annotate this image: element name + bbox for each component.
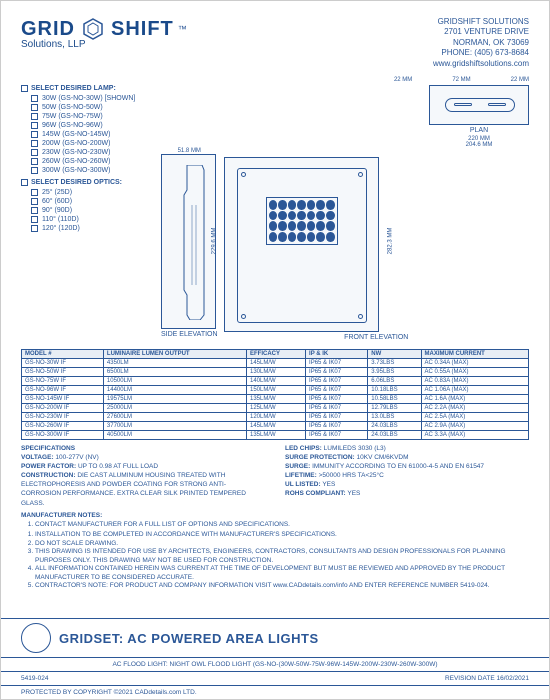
contact-block: GRIDSHIFT SOLUTIONS2701 VENTURE DRIVENOR… (433, 17, 529, 69)
optics-option[interactable]: 60° (60D) (21, 198, 151, 205)
ref-number: 5419-024 (21, 675, 48, 682)
lamp-option[interactable]: 50W (GS-NO-50W) (21, 104, 151, 111)
table-row: GS-NO-300W IF40500LM135LM/WIP65 & IK0724… (22, 430, 529, 439)
table-row: GS-NO-96W IF14400LM150LM/WIP65 & IK0710.… (22, 385, 529, 394)
table-row: GS-NO-230W IF27600LM120LM/WIP65 & IK0713… (22, 412, 529, 421)
logo-icon (79, 17, 107, 41)
optics-option[interactable]: 110° (110D) (21, 216, 151, 223)
lamp-option[interactable]: 30W (GS-NO-30W) [SHOWN] (21, 95, 151, 102)
table-row: GS-NO-145W IF19575LM135LM/WIP65 & IK0710… (22, 394, 529, 403)
logo-text-1: GRID (21, 18, 75, 41)
table-row: GS-NO-200W IF25000LM125LM/WIP65 & IK0712… (22, 403, 529, 412)
front-elevation: 229.6 MM 282.3 MM (224, 157, 379, 332)
optics-option[interactable]: 120° (120D) (21, 225, 151, 232)
optics-option[interactable]: 90° (90D) (21, 207, 151, 214)
logo: GRID SHIFT ™ Solutions, LLP (21, 17, 187, 50)
subtitle: AC FLOOD LIGHT: NIGHT OWL FLOOD LIGHT (G… (1, 657, 549, 672)
optics-section-title: SELECT DESIRED OPTICS: (21, 179, 151, 186)
lamp-option[interactable]: 300W (GS-NO-300W) (21, 167, 151, 174)
lamp-option[interactable]: 75W (GS-NO-75W) (21, 113, 151, 120)
revision-date: REVISION DATE 16/02/2021 (445, 675, 529, 682)
table-row: GS-NO-30W IF4350LM145LM/WIP65 & IK073.73… (22, 358, 529, 367)
spec-table: MODEL #LUMINAIRE LUMEN OUTPUTEFFICACYIP … (21, 349, 529, 440)
lamp-section-title: SELECT DESIRED LAMP: (21, 85, 151, 92)
table-row: GS-NO-50W IF6500LM130LM/WIP65 & IK073.95… (22, 367, 529, 376)
drawing-title: GRIDSET: AC POWERED AREA LIGHTS (59, 631, 319, 646)
table-row: GS-NO-75W IF10500LM140LM/WIP65 & IK076.0… (22, 376, 529, 385)
plan-view (429, 85, 529, 125)
copyright: PROTECTED BY COPYRIGHT ©2021 CADdetails.… (21, 689, 197, 696)
lamp-option[interactable]: 260W (GS-NO-260W) (21, 158, 151, 165)
lamp-option[interactable]: 200W (GS-NO-200W) (21, 140, 151, 147)
table-row: GS-NO-260W IF37700LM145LM/WIP65 & IK0724… (22, 421, 529, 430)
lamp-option[interactable]: 96W (GS-NO-96W) (21, 122, 151, 129)
side-elevation (161, 154, 216, 329)
lamp-option[interactable]: 145W (GS-NO-145W) (21, 131, 151, 138)
detail-circle (21, 623, 51, 653)
logo-text-2: SHIFT (111, 18, 174, 41)
lamp-option[interactable]: 230W (GS-NO-230W) (21, 149, 151, 156)
optics-option[interactable]: 25° (25D) (21, 189, 151, 196)
